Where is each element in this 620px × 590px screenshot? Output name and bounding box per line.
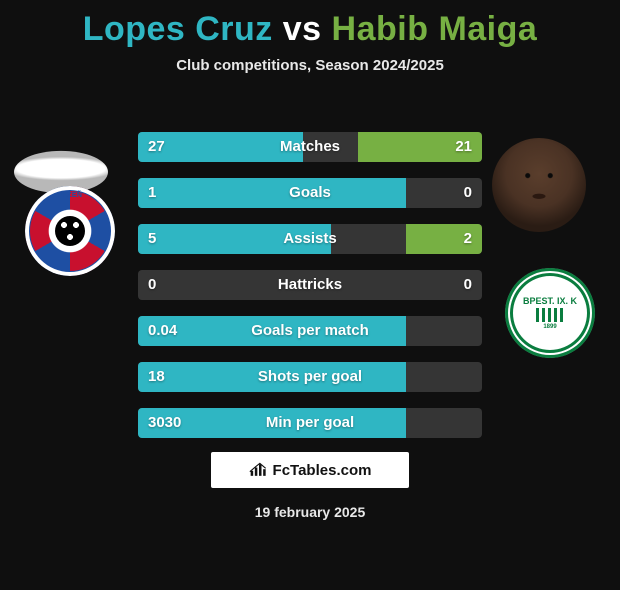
comparison-chart: 2721Matches 10Goals 52Assists 00Hattricks 0.…: [138, 132, 482, 454]
title-vs: vs: [283, 10, 322, 48]
player2-club-badge-year: 1899: [543, 324, 556, 330]
branding-badge: FcTables.com: [211, 452, 409, 488]
stat-row: 2721Matches: [138, 132, 482, 162]
player1-club-badge: PLZEŇ: [25, 186, 115, 276]
stat-label: Hattricks: [138, 270, 482, 300]
stat-row: 18Shots per goal: [138, 362, 482, 392]
subtitle: Club competitions, Season 2024/2025: [0, 57, 620, 74]
branding-text: FcTables.com: [273, 462, 372, 479]
player2-club-badge-top: BPEST. IX. K: [523, 297, 577, 306]
player2-club-badge: BPEST. IX. K 1899: [505, 268, 595, 358]
stat-row: 0.04Goals per match: [138, 316, 482, 346]
player2-avatar: [492, 138, 586, 232]
stat-row: 52Assists: [138, 224, 482, 254]
stat-row: 10Goals: [138, 178, 482, 208]
stat-label: Goals per match: [138, 316, 482, 346]
bar-chart-icon: [249, 462, 269, 478]
stat-label: Min per goal: [138, 408, 482, 438]
stat-row: 00Hattricks: [138, 270, 482, 300]
date-stamp: 19 february 2025: [0, 504, 620, 520]
stat-row: 3030Min per goal: [138, 408, 482, 438]
title-player1: Lopes Cruz: [83, 10, 273, 48]
stat-label: Goals: [138, 178, 482, 208]
stat-label: Assists: [138, 224, 482, 254]
club-stripes-icon: [536, 308, 564, 322]
stat-label: Shots per goal: [138, 362, 482, 392]
player1-club-badge-text: PLZEŇ: [25, 192, 115, 199]
page-title: Lopes Cruz vs Habib Maiga: [0, 10, 620, 49]
title-player2: Habib Maiga: [332, 10, 538, 48]
stat-label: Matches: [138, 132, 482, 162]
